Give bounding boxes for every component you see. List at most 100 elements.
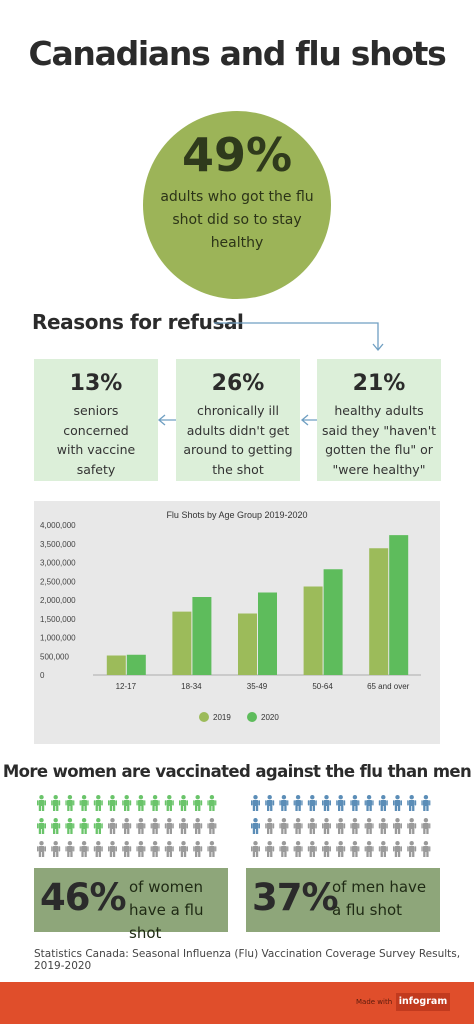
man-person-icon-empty	[322, 841, 331, 857]
woman-person-icon-empty	[136, 818, 146, 834]
man-person-icon-empty	[378, 841, 388, 857]
y-tick-label: 1,000,000	[40, 634, 76, 643]
man-person-icon-filled	[322, 795, 331, 811]
y-tick-label: 1,500,000	[40, 615, 76, 624]
y-tick-label: 4,000,000	[40, 521, 76, 530]
woman-person-icon-filled	[164, 795, 174, 811]
y-tick-label: 2,000,000	[40, 596, 76, 605]
woman-person-icon-empty	[164, 818, 174, 834]
woman-person-icon-empty	[65, 841, 75, 857]
x-tick-label: 50-64	[312, 682, 333, 691]
refusal-card-chronically-ill: 26% chronically ill adults didn't get ar…	[176, 359, 300, 481]
man-person-icon-filled	[407, 795, 417, 811]
x-tick-label: 35-49	[247, 682, 268, 691]
women-percent: 46%	[40, 876, 127, 919]
man-person-icon-empty	[364, 818, 374, 834]
man-person-icon-filled	[251, 818, 260, 834]
woman-person-icon-filled	[136, 795, 146, 811]
men-people-grid	[251, 795, 431, 857]
chart-title: Flu Shots by Age Group 2019-2020	[166, 510, 307, 520]
page-title: Canadians and flu shots	[28, 34, 447, 73]
women-people-grid	[37, 795, 217, 857]
woman-person-icon-filled	[179, 795, 188, 811]
flu-shots-chart: Flu Shots by Age Group 2019-2020 0 500,000…	[40, 510, 421, 722]
man-person-icon-empty	[307, 841, 317, 857]
woman-person-icon-filled	[37, 795, 46, 811]
source-note: Statistics Canada: Seasonal Influenza (F…	[34, 948, 461, 972]
legend-marker-2019	[199, 712, 209, 722]
woman-person-icon-filled	[79, 795, 89, 811]
bar-2019-12-17	[106, 655, 126, 675]
bar-2019-65-and-over	[369, 548, 389, 675]
bar-2020-12-17	[126, 654, 146, 675]
refusal-card-percent: 13%	[69, 371, 123, 396]
woman-person-icon-empty	[193, 818, 203, 834]
refusal-card-text: chronically ill adults didn't get around…	[183, 403, 293, 477]
men-label: of men have a flu shot	[332, 878, 427, 919]
woman-person-icon-filled	[65, 795, 75, 811]
man-person-icon-empty	[279, 818, 289, 834]
woman-person-icon-empty	[207, 818, 217, 834]
x-tick-label: 12-17	[116, 682, 137, 691]
legend-label: 2019	[213, 713, 231, 722]
x-tick-label: 18-34	[181, 682, 202, 691]
bar-2020-50-64	[323, 569, 343, 675]
arrow-left-2	[157, 414, 176, 426]
woman-person-icon-empty	[37, 841, 46, 857]
man-person-icon-filled	[364, 795, 374, 811]
man-person-icon-empty	[293, 818, 303, 834]
man-person-icon-filled	[307, 795, 317, 811]
man-person-icon-filled	[293, 795, 303, 811]
man-person-icon-filled	[378, 795, 388, 811]
y-tick-label: 500,000	[40, 652, 69, 661]
hero-circle	[143, 111, 331, 299]
y-tick-label: 0	[40, 671, 45, 680]
woman-person-icon-empty	[108, 818, 117, 834]
infogram-logo-link[interactable]: infogram	[396, 993, 450, 1011]
woman-person-icon-filled	[65, 818, 75, 834]
woman-person-icon-empty	[150, 841, 160, 857]
man-person-icon-empty	[336, 818, 346, 834]
woman-person-icon-empty	[164, 841, 174, 857]
woman-person-icon-empty	[179, 841, 188, 857]
man-person-icon-filled	[279, 795, 289, 811]
man-person-icon-empty	[407, 841, 417, 857]
man-person-icon-empty	[393, 818, 402, 834]
woman-person-icon-filled	[193, 795, 203, 811]
man-person-icon-empty	[265, 841, 275, 857]
x-tick-label: 65 and over	[367, 682, 410, 691]
woman-person-icon-empty	[108, 841, 117, 857]
woman-person-icon-filled	[93, 818, 103, 834]
man-person-icon-filled	[421, 795, 431, 811]
y-tick-label: 2,500,000	[40, 577, 76, 586]
footer-bar	[0, 982, 474, 1024]
man-person-icon-filled	[265, 795, 275, 811]
woman-person-icon-filled	[79, 818, 89, 834]
refusal-card-seniors: 13% seniors concerned with vaccine safet…	[34, 359, 158, 481]
man-person-icon-empty	[336, 841, 346, 857]
legend-label: 2020	[261, 713, 279, 722]
woman-person-icon-filled	[122, 795, 132, 811]
woman-person-icon-filled	[51, 818, 61, 834]
y-tick-label: 3,500,000	[40, 540, 76, 549]
man-person-icon-empty	[421, 841, 431, 857]
made-with-label: Made with	[356, 998, 393, 1006]
man-person-icon-filled	[350, 795, 360, 811]
women-label: of women have a flu shot	[129, 878, 204, 942]
man-person-icon-empty	[393, 841, 402, 857]
men-stat-box: 37% of men have a flu shot	[246, 868, 440, 932]
refusal-card-percent: 21%	[352, 371, 406, 396]
refusal-connector-line	[214, 322, 379, 349]
legend-marker-2020	[247, 712, 257, 722]
woman-person-icon-filled	[150, 795, 160, 811]
bar-2020-18-34	[192, 597, 212, 675]
man-person-icon-empty	[350, 841, 360, 857]
man-person-icon-filled	[251, 795, 260, 811]
men-percent: 37%	[252, 876, 339, 919]
woman-person-icon-empty	[93, 841, 103, 857]
woman-person-icon-filled	[51, 795, 61, 811]
bar-2020-35-49	[258, 592, 277, 675]
man-person-icon-filled	[336, 795, 346, 811]
man-person-icon-empty	[265, 818, 275, 834]
refusal-heading: Reasons for refusal	[32, 310, 244, 334]
